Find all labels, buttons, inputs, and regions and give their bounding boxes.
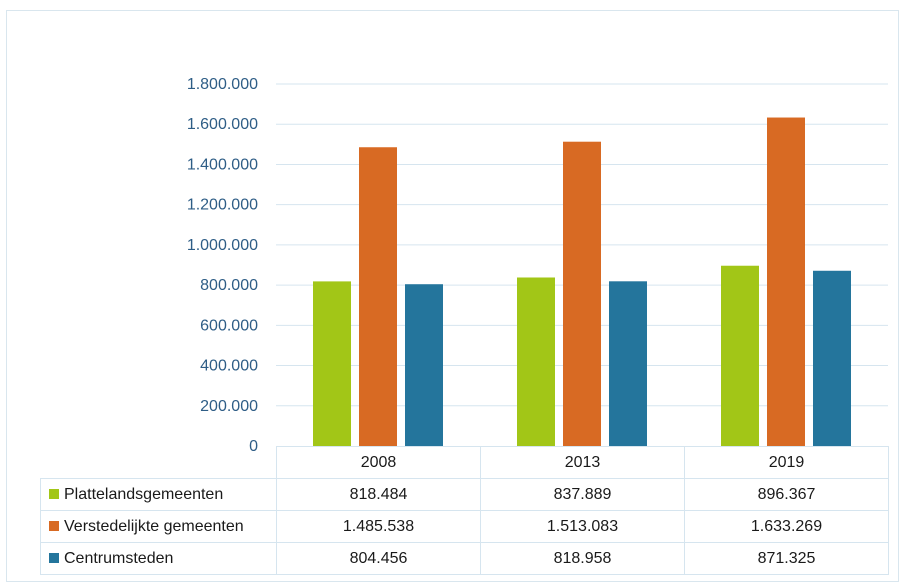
x-category-label: 2008: [276, 446, 481, 479]
bar-centrumsteden-2019: [813, 270, 851, 446]
legend-swatch: [49, 488, 59, 499]
data-value-cell: 871.325: [684, 542, 889, 575]
chart-frame: [6, 10, 899, 582]
bar-plattelandsgemeenten-2008: [313, 281, 351, 446]
series-name: Verstedelijkte gemeenten: [64, 517, 244, 535]
data-value-cell: 1.513.083: [480, 510, 685, 543]
table-header-row: 2008 2013 2019: [40, 446, 889, 479]
table-row: Verstedelijkte gemeenten 1.485.538 1.513.0…: [40, 510, 889, 543]
y-tick-label: 1.600.000: [187, 116, 258, 133]
bar-plattelandsgemeenten-2019: [721, 265, 759, 446]
data-value-cell: 804.456: [276, 542, 481, 575]
data-value-cell: 837.889: [480, 478, 685, 511]
series-name: Plattelandsgemeenten: [64, 485, 224, 503]
y-tick-label: 800.000: [200, 277, 258, 294]
data-value-cell: 818.958: [480, 542, 685, 575]
data-value-cell: 1.633.269: [684, 510, 889, 543]
x-category-label: 2013: [480, 446, 685, 479]
legend-entry: Plattelandsgemeenten: [40, 478, 277, 511]
data-table: 2008 2013 2019 Plattelandsgemeenten 818.484 8…: [40, 446, 889, 575]
y-tick-label: 400.000: [200, 358, 258, 375]
bar-centrumsteden-2013: [609, 281, 647, 446]
data-value-cell: 896.367: [684, 478, 889, 511]
bars: [313, 117, 851, 446]
legend-entry: Verstedelijkte gemeenten: [40, 510, 277, 543]
legend-entry: Centrumsteden: [40, 542, 277, 575]
x-category-label: 2019: [684, 446, 889, 479]
legend-swatch: [49, 552, 59, 563]
y-tick-label: 1.200.000: [187, 197, 258, 214]
bar-verstedelijkte-gemeenten-2013: [563, 141, 601, 446]
table-row: Plattelandsgemeenten 818.484 837.889 896.36…: [40, 478, 889, 511]
table-corner: [40, 446, 277, 479]
bar-plattelandsgemeenten-2013: [517, 277, 555, 446]
y-tick-label: 1.400.000: [187, 156, 258, 173]
legend-swatch: [49, 520, 59, 531]
data-value-cell: 818.484: [276, 478, 481, 511]
data-value-cell: 1.485.538: [276, 510, 481, 543]
table-row: Centrumsteden 804.456 818.958 871.325: [40, 542, 889, 575]
bar-verstedelijkte-gemeenten-2019: [767, 117, 805, 446]
y-tick-label: 1.000.000: [187, 237, 258, 254]
y-axis-ticks: 0200.000400.000600.000800.0001.000.0001.…: [187, 76, 258, 455]
y-tick-label: 600.000: [200, 317, 258, 334]
y-tick-label: 1.800.000: [187, 76, 258, 93]
y-tick-label: 200.000: [200, 398, 258, 415]
series-name: Centrumsteden: [64, 549, 174, 567]
bar-verstedelijkte-gemeenten-2008: [359, 147, 397, 446]
bar-centrumsteden-2008: [405, 284, 443, 446]
